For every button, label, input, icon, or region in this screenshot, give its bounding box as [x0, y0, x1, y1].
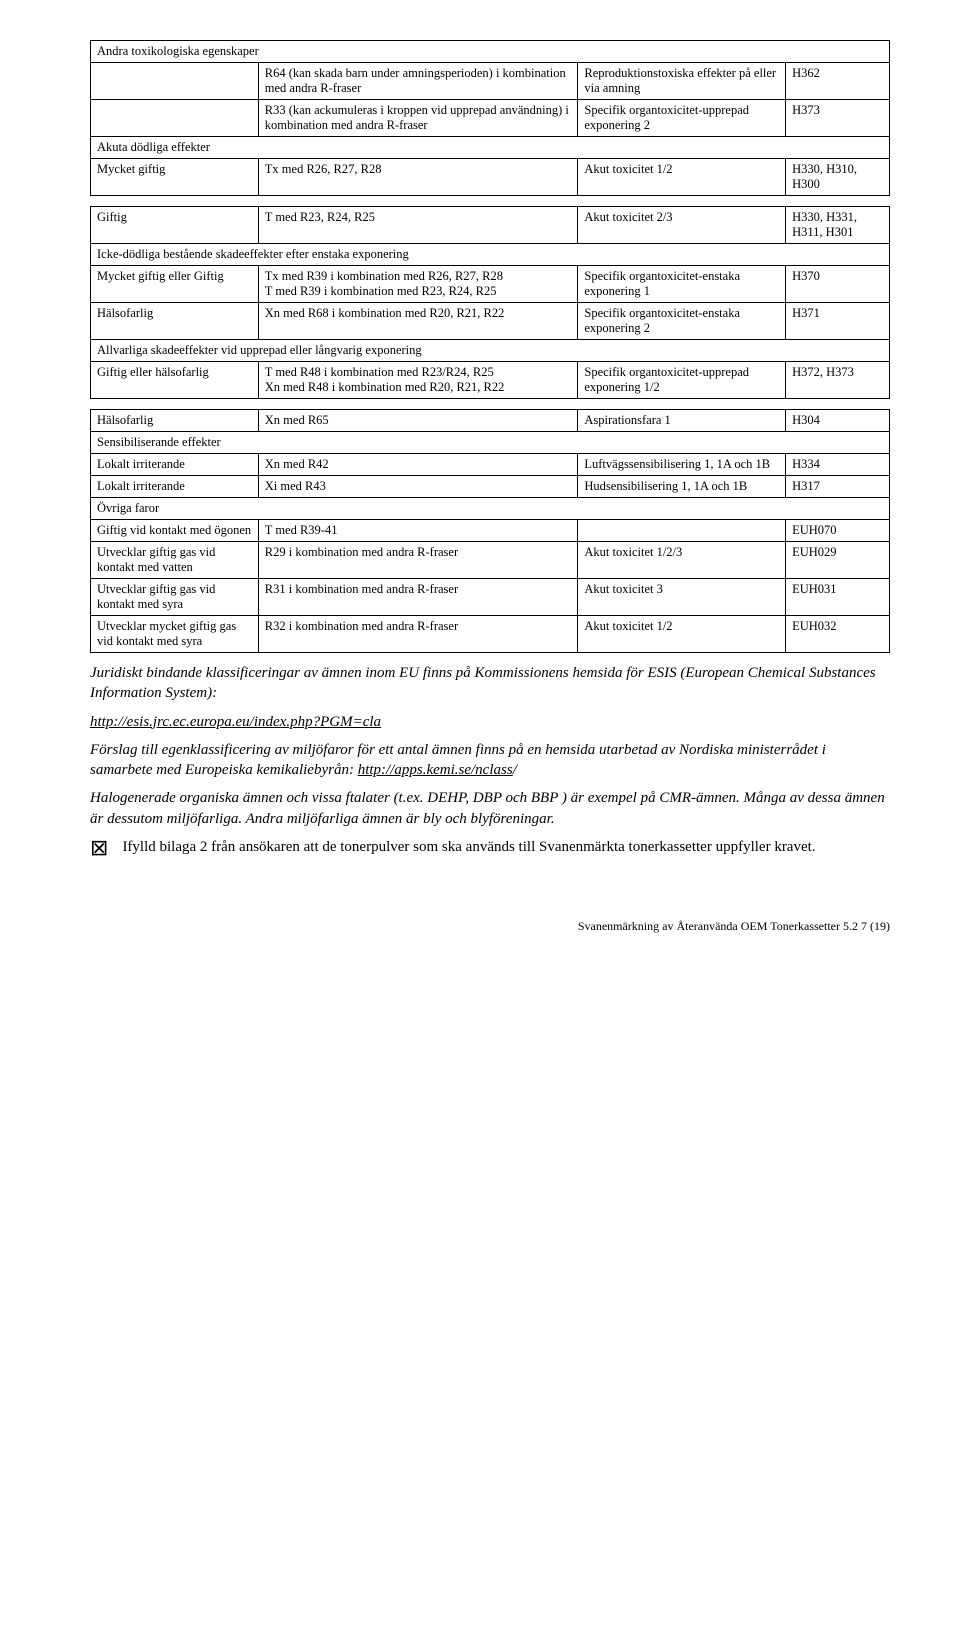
cell: Giftig eller hälsofarlig — [91, 362, 259, 399]
cell: Giftig — [91, 207, 259, 244]
table-3: Hälsofarlig Xn med R65 Aspirationsfara 1… — [90, 409, 890, 653]
cell: Luftvägssensibilisering 1, 1A och 1B — [578, 454, 786, 476]
table-row: Hälsofarlig Xn med R68 i kombination med… — [91, 303, 890, 340]
cell: R29 i kombination med andra R-fraser — [258, 542, 578, 579]
cell: R64 (kan skada barn under amningsperiode… — [258, 63, 578, 100]
cell: Giftig vid kontakt med ögonen — [91, 520, 259, 542]
cell: H371 — [786, 303, 890, 340]
checkbox-row: ⊠ Ifylld bilaga 2 från ansökaren att de … — [90, 839, 890, 859]
cell: R33 (kan ackumuleras i kroppen vid uppre… — [258, 100, 578, 137]
section-header: Sensibiliserande effekter — [91, 432, 890, 454]
section-header: Icke-dödliga bestående skadeeffekter eft… — [91, 244, 890, 266]
cell: Mycket giftig — [91, 159, 259, 196]
table-row: Allvarliga skadeeffekter vid upprepad el… — [91, 340, 890, 362]
table-row: Akuta dödliga effekter — [91, 137, 890, 159]
link-nclass[interactable]: http://apps.kemi.se/nclass — [358, 762, 513, 778]
cell: H370 — [786, 266, 890, 303]
cell: Akut toxicitet 2/3 — [578, 207, 786, 244]
cell: H362 — [786, 63, 890, 100]
section-header: Andra toxikologiska egenskaper — [91, 41, 890, 63]
paragraph-halogenerade: Halogenerade organiska ämnen och vissa f… — [90, 788, 890, 829]
cell: Xn med R42 — [258, 454, 578, 476]
cell: T med R48 i kombination med R23/R24, R25… — [258, 362, 578, 399]
table-row: Icke-dödliga bestående skadeeffekter eft… — [91, 244, 890, 266]
link-esis[interactable]: http://esis.jrc.ec.europa.eu/index.php?P… — [90, 712, 890, 732]
cell: Xi med R43 — [258, 476, 578, 498]
table-row: Giftig eller hälsofarlig T med R48 i kom… — [91, 362, 890, 399]
section-header: Akuta dödliga effekter — [91, 137, 890, 159]
cell: Specifik organtoxicitet-upprepad exponer… — [578, 100, 786, 137]
table-row: Utvecklar giftig gas vid kontakt med syr… — [91, 579, 890, 616]
table-row: R33 (kan ackumuleras i kroppen vid uppre… — [91, 100, 890, 137]
table-row: Mycket giftig Tx med R26, R27, R28 Akut … — [91, 159, 890, 196]
cell: Reproduktionstoxiska effekter på eller v… — [578, 63, 786, 100]
section-header: Allvarliga skadeeffekter vid upprepad el… — [91, 340, 890, 362]
table-row: R64 (kan skada barn under amningsperiode… — [91, 63, 890, 100]
table-row: Utvecklar mycket giftig gas vid kontakt … — [91, 616, 890, 653]
cell: Specifik organtoxicitet-enstaka exponeri… — [578, 303, 786, 340]
cell: R32 i kombination med andra R-fraser — [258, 616, 578, 653]
table-row: Lokalt irriterande Xi med R43 Hudsensibi… — [91, 476, 890, 498]
cell: Xn med R65 — [258, 410, 578, 432]
table-row: Giftig vid kontakt med ögonen T med R39-… — [91, 520, 890, 542]
checkbox-text: Ifylld bilaga 2 från ansökaren att de to… — [122, 839, 815, 856]
table-row: Giftig T med R23, R24, R25 Akut toxicite… — [91, 207, 890, 244]
cell: T med R39-41 — [258, 520, 578, 542]
cell: H330, H310, H300 — [786, 159, 890, 196]
cell: Utvecklar giftig gas vid kontakt med vat… — [91, 542, 259, 579]
page-footer: Svanenmärkning av Återanvända OEM Tonerk… — [90, 919, 890, 934]
cell — [91, 100, 259, 137]
table-1: Andra toxikologiska egenskaper R64 (kan … — [90, 40, 890, 196]
cell: Tx med R26, R27, R28 — [258, 159, 578, 196]
cell: H373 — [786, 100, 890, 137]
cell: H304 — [786, 410, 890, 432]
table-row: Sensibiliserande effekter — [91, 432, 890, 454]
cell: Xn med R68 i kombination med R20, R21, R… — [258, 303, 578, 340]
table-2: Giftig T med R23, R24, R25 Akut toxicite… — [90, 206, 890, 399]
cell: Akut toxicitet 1/2 — [578, 159, 786, 196]
table-row: Mycket giftig eller Giftig Tx med R39 i … — [91, 266, 890, 303]
cell — [578, 520, 786, 542]
table-row: Utvecklar giftig gas vid kontakt med vat… — [91, 542, 890, 579]
cell: R31 i kombination med andra R-fraser — [258, 579, 578, 616]
cell: Hälsofarlig — [91, 410, 259, 432]
cell: EUH029 — [786, 542, 890, 579]
table-row: Övriga faror — [91, 498, 890, 520]
cell: EUH070 — [786, 520, 890, 542]
cell: Hälsofarlig — [91, 303, 259, 340]
paragraph-juridiskt: Juridiskt bindande klassificeringar av ä… — [90, 663, 890, 704]
page: Andra toxikologiska egenskaper R64 (kan … — [0, 0, 960, 974]
cell — [91, 63, 259, 100]
cell: Akut toxicitet 1/2/3 — [578, 542, 786, 579]
cell: Aspirationsfara 1 — [578, 410, 786, 432]
cell: H330, H331, H311, H301 — [786, 207, 890, 244]
paragraph-forslag-tail: / — [513, 762, 517, 778]
cell: Utvecklar giftig gas vid kontakt med syr… — [91, 579, 259, 616]
table-row: Andra toxikologiska egenskaper — [91, 41, 890, 63]
cell: Lokalt irriterande — [91, 476, 259, 498]
cell: Mycket giftig eller Giftig — [91, 266, 259, 303]
cell: EUH031 — [786, 579, 890, 616]
section-header: Övriga faror — [91, 498, 890, 520]
cell: Hudsensibilisering 1, 1A och 1B — [578, 476, 786, 498]
table-row: Lokalt irriterande Xn med R42 Luftvägsse… — [91, 454, 890, 476]
cell: Specifik organtoxicitet-upprepad exponer… — [578, 362, 786, 399]
cell: H317 — [786, 476, 890, 498]
cell: Akut toxicitet 3 — [578, 579, 786, 616]
table-row: Hälsofarlig Xn med R65 Aspirationsfara 1… — [91, 410, 890, 432]
checkbox-icon: ⊠ — [90, 837, 108, 859]
cell: H372, H373 — [786, 362, 890, 399]
cell: Specifik organtoxicitet-enstaka exponeri… — [578, 266, 786, 303]
cell: H334 — [786, 454, 890, 476]
cell: T med R23, R24, R25 — [258, 207, 578, 244]
paragraph-forslag: Förslag till egenklassificering av miljö… — [90, 740, 890, 781]
cell: Lokalt irriterande — [91, 454, 259, 476]
cell: Utvecklar mycket giftig gas vid kontakt … — [91, 616, 259, 653]
cell: Tx med R39 i kombination med R26, R27, R… — [258, 266, 578, 303]
cell: Akut toxicitet 1/2 — [578, 616, 786, 653]
cell: EUH032 — [786, 616, 890, 653]
